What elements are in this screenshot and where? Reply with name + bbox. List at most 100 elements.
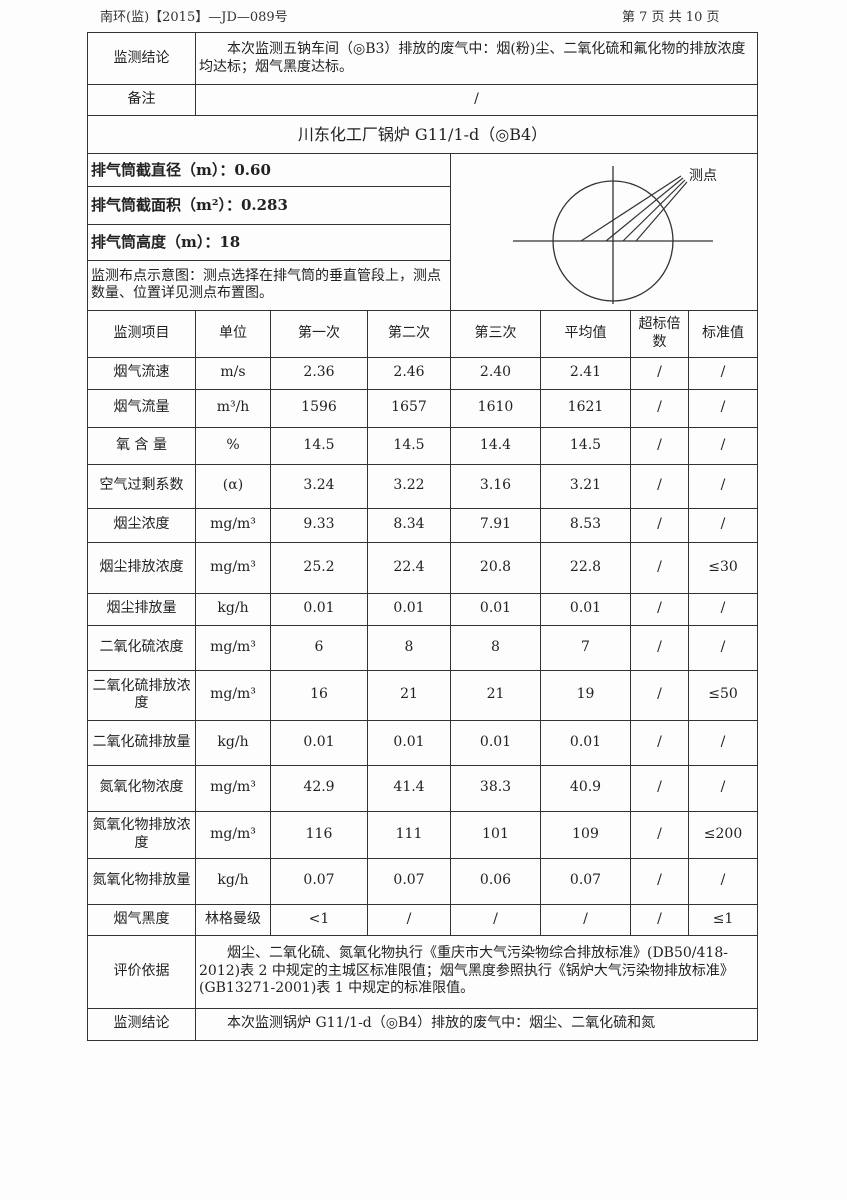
section-title: 川东化工厂锅炉 G11/1-d（◎B4）	[86, 115, 759, 154]
table-row: 二氧化硫浓度 mg/m³ 6 8 8 7//	[87, 624, 759, 671]
conclusion-label: 监测结论	[87, 1007, 196, 1041]
cell: 22.4	[367, 541, 451, 594]
cell: 0.01	[540, 592, 631, 626]
cell: 0.07	[540, 857, 631, 905]
cell: /	[630, 719, 689, 766]
cell: mg/m³	[195, 810, 271, 859]
cell: 101	[450, 810, 541, 859]
cell: 0.01	[367, 592, 451, 626]
cell: 2.36	[270, 356, 368, 390]
cell: ≤50	[687, 669, 759, 721]
cell: 14.5	[540, 426, 631, 465]
table-row: 烟气黑度 林格曼级 <1// / / ≤1	[87, 903, 759, 936]
stack-height: 排气筒高度（m）：18	[87, 224, 451, 262]
table-row: 烟尘排放量 kg/h 0.01 0.01 0.01 0.01//	[87, 592, 759, 626]
prev-conclusion-label: 监测结论	[87, 32, 196, 85]
cell: /	[687, 426, 759, 465]
item-name: 氮氧化物排放量	[87, 857, 196, 905]
cell: kg/h	[195, 719, 271, 766]
cell: 0.01	[367, 719, 451, 766]
cell: kg/h	[195, 592, 271, 626]
cell: 1596	[270, 388, 368, 428]
cell: 0.06	[450, 857, 541, 905]
column-header-row: 监测项目 单位 第一次 第二次 第三次 平均值 超标倍数 标准值	[87, 309, 759, 358]
table-row: 烟气流量 m³/h 1596 1657 1610 1621//	[87, 388, 759, 428]
cell: 3.21	[540, 463, 631, 509]
cell: 21	[367, 669, 451, 721]
prev-conclusion-text: 本次监测五钠车间（◎B3）排放的废气中：烟(粉)尘、二氧化硫和氟化物的排放浓度均…	[194, 32, 759, 85]
cell: 38.3	[450, 764, 541, 812]
cell: /	[687, 764, 759, 812]
cell: /	[630, 810, 689, 859]
cell: 109	[540, 810, 631, 859]
cell: 林格曼级	[195, 903, 271, 936]
cell: 14.4	[450, 426, 541, 465]
cell: mg/m³	[195, 507, 271, 543]
cell: /	[630, 388, 689, 428]
item-name: 烟气流速	[87, 356, 196, 390]
cell: 3.24	[270, 463, 368, 509]
cell: 111	[367, 810, 451, 859]
table-row: 氮氧化物排放浓度 mg/m³ 116 111 101 109/≤200	[87, 810, 759, 859]
cell: /	[630, 541, 689, 594]
cell: 1621	[540, 388, 631, 428]
cell: /	[630, 903, 689, 936]
cell: 0.01	[270, 592, 368, 626]
cell: m³/h	[195, 388, 271, 428]
cell: kg/h	[195, 857, 271, 905]
item-name: 烟尘排放浓度	[87, 541, 196, 594]
cell: 14.5	[270, 426, 368, 465]
item-name: 烟气黑度	[87, 903, 196, 936]
cell: ≤30	[687, 541, 759, 594]
cell: /	[630, 463, 689, 509]
cell: /	[687, 507, 759, 543]
cell: <1	[270, 903, 368, 936]
col-item: 监测项目	[87, 309, 196, 358]
table-row: 氮氧化物排放量 kg/h 0.07 0.07 0.06 0.07//	[87, 857, 759, 905]
cell: /	[630, 669, 689, 721]
cell: 16	[270, 669, 368, 721]
cell: 0.01	[450, 592, 541, 626]
cell: /	[630, 507, 689, 543]
cell: /	[687, 592, 759, 626]
conclusion-text: 本次监测锅炉 G11/1-d（◎B4）排放的废气中：烟尘、二氧化硫和氮	[194, 1007, 759, 1041]
col-standard: 标准值	[687, 309, 759, 358]
col-third: 第三次	[450, 309, 541, 358]
cell: 8	[450, 624, 541, 671]
cell: /	[687, 463, 759, 509]
cell: /	[687, 388, 759, 428]
cell: 20.8	[450, 541, 541, 594]
table-row: 烟尘排放浓度 mg/m³ 25.2 22.4 20.8 22.8/≤30	[87, 541, 759, 594]
monitoring-table: 监测结论 本次监测五钠车间（◎B3）排放的废气中：烟(粉)尘、二氧化硫和氟化物的排…	[86, 32, 759, 1041]
cell: 7.91	[450, 507, 541, 543]
cell: 6	[270, 624, 368, 671]
col-first: 第一次	[270, 309, 368, 358]
cell: 1610	[450, 388, 541, 428]
table-row: 空气过剩系数 (α) 3.24 3.22 3.16 3.21//	[87, 463, 759, 509]
col-second: 第二次	[367, 309, 451, 358]
cell: 3.16	[450, 463, 541, 509]
cell: /	[630, 624, 689, 671]
cell: 41.4	[367, 764, 451, 812]
cell: ≤1	[687, 903, 759, 936]
item-name: 烟尘浓度	[87, 507, 196, 543]
item-name: 烟气流量	[87, 388, 196, 428]
col-exceed: 超标倍数	[630, 309, 689, 358]
remark-label: 备注	[87, 84, 196, 116]
basis-label: 评价依据	[87, 934, 196, 1009]
sampling-diagram: 测点	[449, 153, 759, 311]
item-name: 二氧化硫排放浓度	[87, 669, 196, 721]
document-number: 南环(监)【2015】—JD—089号	[100, 10, 288, 25]
cell: 14.5	[367, 426, 451, 465]
cell: 21	[450, 669, 541, 721]
cell: 0.07	[367, 857, 451, 905]
cell: mg/m³	[195, 624, 271, 671]
cell: /	[630, 592, 689, 626]
cell: 7	[540, 624, 631, 671]
remark-value: /	[194, 84, 759, 116]
cell: 9.33	[270, 507, 368, 543]
cell: 2.40	[450, 356, 541, 390]
cell: 2.46	[367, 356, 451, 390]
cell: /	[687, 356, 759, 390]
